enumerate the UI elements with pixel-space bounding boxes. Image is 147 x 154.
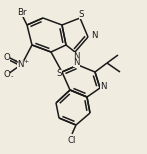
Text: N: N: [17, 59, 24, 69]
Text: Cl: Cl: [68, 136, 76, 145]
Text: S: S: [79, 10, 84, 19]
Text: S: S: [56, 69, 62, 78]
Text: -: -: [10, 73, 13, 79]
Text: O: O: [3, 53, 10, 61]
Text: N: N: [73, 58, 80, 67]
Text: =: =: [12, 56, 20, 64]
Text: Br: Br: [17, 8, 27, 17]
Text: +: +: [23, 59, 28, 64]
Text: O: O: [3, 69, 10, 79]
Text: N: N: [73, 52, 80, 61]
Text: N: N: [100, 82, 106, 91]
Text: N: N: [91, 31, 97, 40]
